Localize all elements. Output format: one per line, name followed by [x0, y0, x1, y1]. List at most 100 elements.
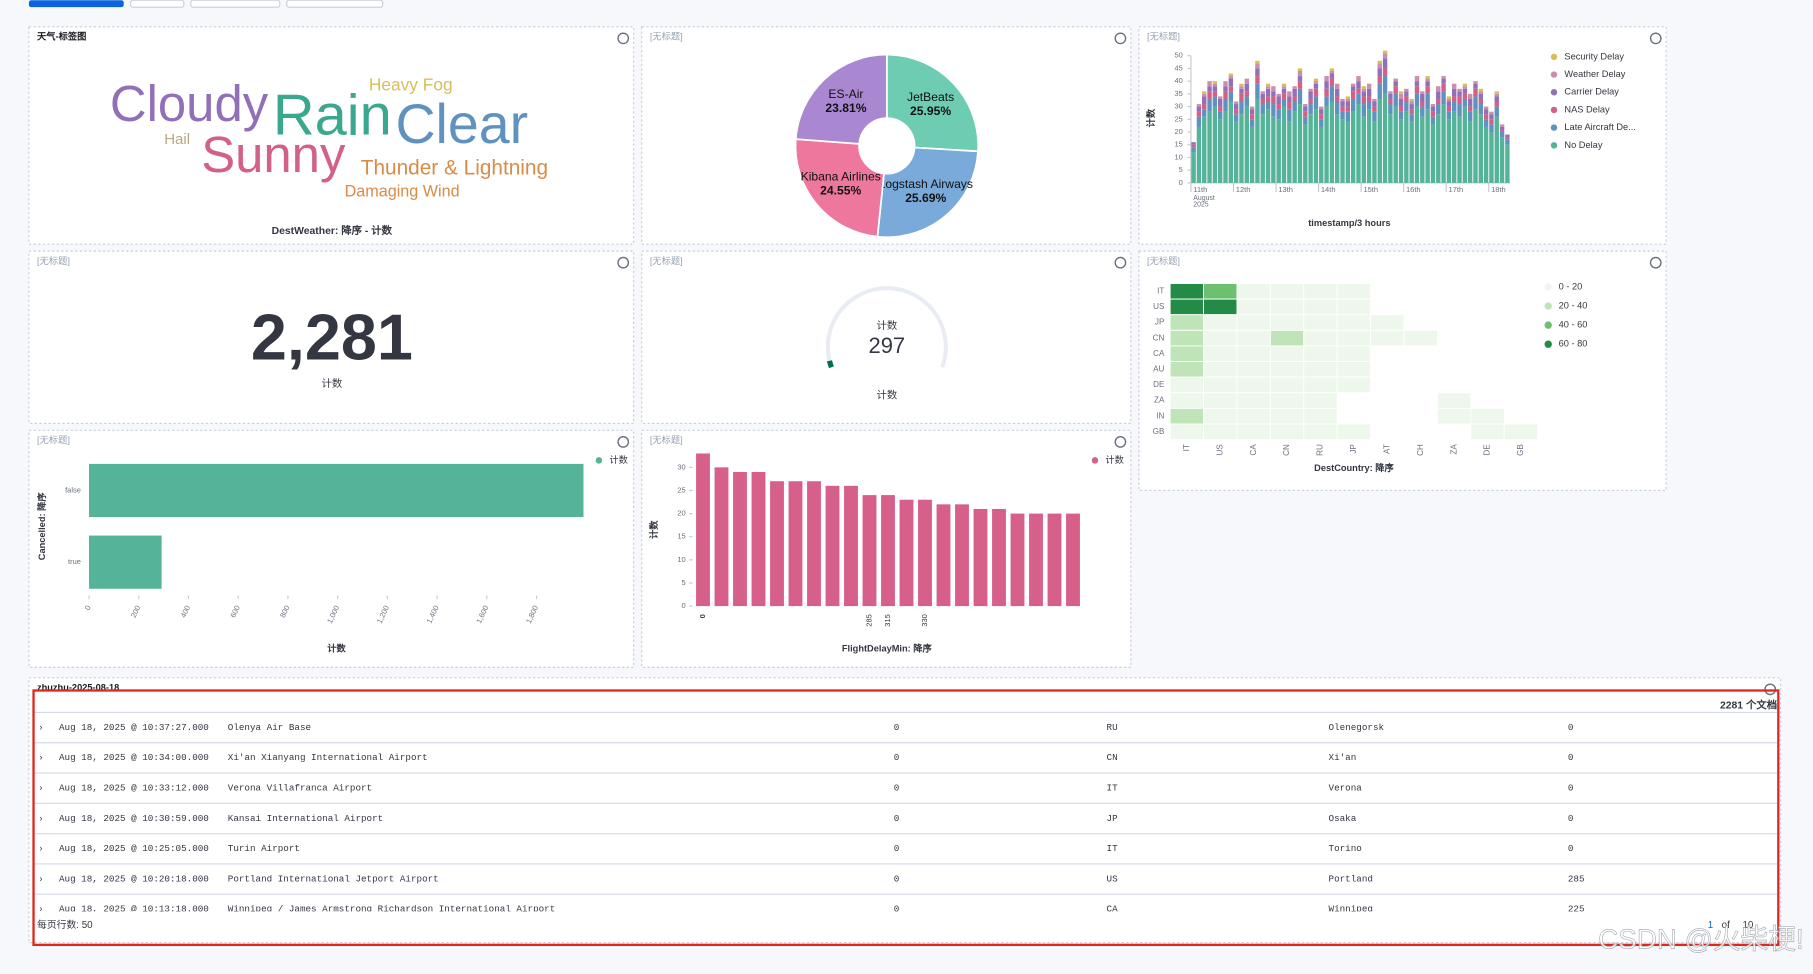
expand-icon[interactable]: › — [39, 813, 42, 823]
bar-segment — [1265, 96, 1271, 102]
toolbar-button[interactable] — [286, 0, 384, 8]
bar-segment — [1281, 83, 1287, 87]
bar-segment — [1372, 106, 1377, 112]
settings-icon[interactable] — [1649, 32, 1662, 45]
bar-segment — [1287, 109, 1292, 122]
heat-cell — [1303, 283, 1338, 300]
bar-segment — [1462, 88, 1468, 94]
settings-icon[interactable] — [617, 32, 630, 45]
x-tick-label: 0 — [83, 604, 93, 612]
legend-label: 计数 — [609, 454, 628, 465]
bar-segment — [1303, 106, 1308, 112]
bar-segment — [1382, 93, 1388, 183]
y-tick-label: 5 — [681, 578, 685, 587]
expand-icon[interactable]: › — [39, 783, 42, 793]
cell: Aug 18, 2025 @ 10:13:18.000 — [59, 904, 209, 915]
bar-segment — [1324, 88, 1329, 97]
slice-label: JetBeats — [907, 90, 954, 104]
bar-segment — [1414, 81, 1420, 87]
slice-value: 24.55% — [820, 184, 861, 198]
toolbar-button[interactable] — [130, 0, 185, 8]
bar-segment — [1297, 68, 1303, 71]
settings-icon[interactable] — [1114, 256, 1127, 269]
bar-segment — [1446, 106, 1452, 112]
heat-cell — [1236, 376, 1271, 394]
bar-segment — [1414, 106, 1420, 183]
settings-icon[interactable] — [1114, 436, 1127, 448]
cell: Portland International Jetport Airport — [228, 873, 439, 884]
panel — [28, 26, 635, 245]
expand-icon[interactable]: › — [39, 873, 42, 883]
column-label: JP — [1349, 444, 1358, 453]
slice-label: Logstash Airways — [879, 177, 973, 191]
heat-cell — [1269, 314, 1305, 331]
expand-icon[interactable]: › — [39, 752, 42, 762]
bar — [973, 508, 988, 607]
heat-cell — [1303, 407, 1338, 425]
bar-segment — [1366, 83, 1372, 89]
bar-segment — [1382, 68, 1388, 77]
y-tick-label: 5 — [1179, 165, 1183, 174]
heat-cell — [1203, 283, 1238, 300]
bar-segment — [1212, 91, 1218, 97]
bar-segment — [1265, 101, 1271, 110]
heat-cell — [1203, 392, 1238, 409]
expand-icon[interactable]: › — [39, 843, 42, 853]
bar-segment — [1478, 98, 1484, 105]
page-current[interactable]: 1 — [1708, 920, 1713, 931]
bar — [1010, 513, 1025, 607]
cell: CN — [1107, 752, 1118, 763]
bar-segment — [1446, 96, 1452, 99]
settings-icon[interactable] — [1649, 256, 1662, 269]
gauge-number: 297 — [869, 333, 906, 358]
bar — [918, 499, 932, 607]
bar-segment — [1505, 134, 1510, 138]
toolbar-button[interactable] — [190, 0, 281, 8]
bar-segment — [1462, 106, 1468, 183]
bar-segment — [1382, 53, 1388, 59]
heat-cell — [1470, 407, 1505, 425]
heat-cell — [1269, 407, 1305, 425]
legend-label: 计数 — [1105, 454, 1124, 465]
bar-segment — [1345, 96, 1351, 99]
heat-cell — [1236, 423, 1271, 441]
settings-icon[interactable] — [1114, 32, 1127, 45]
bar-segment — [1319, 106, 1324, 110]
heat-cell — [1203, 423, 1238, 441]
bar-segment — [1483, 119, 1489, 127]
heat-cell — [1303, 345, 1338, 363]
panel — [641, 250, 1132, 424]
bar-segment — [1244, 106, 1249, 183]
settings-icon[interactable] — [617, 256, 630, 269]
panel-title: [无标题] — [650, 255, 683, 266]
bar — [89, 463, 584, 518]
bar-segment — [1446, 119, 1452, 183]
bar-segment — [1462, 98, 1468, 107]
bar — [936, 504, 951, 607]
expand-icon[interactable]: › — [39, 722, 42, 732]
panels: 天气-标签图 [无标题] [无标题] [无标题] [无标题] [无标题] [无标题] [无标题… — [28, 26, 1804, 955]
bar-segment — [1239, 88, 1244, 94]
bar-segment — [1287, 121, 1292, 183]
heat-cell — [1436, 407, 1472, 425]
panel — [28, 677, 1782, 944]
legend-dot — [1550, 124, 1558, 131]
rows-per-page[interactable]: 每页行数: 50 — [37, 918, 93, 931]
bar-segment — [1377, 83, 1382, 99]
bar-segment — [1361, 86, 1366, 89]
heat-cell — [1236, 361, 1271, 378]
page-total[interactable]: 10 — [1742, 920, 1753, 931]
bar-segment — [1313, 109, 1319, 183]
bar — [1066, 513, 1080, 607]
settings-icon[interactable] — [617, 436, 630, 448]
legend-label: Late Aircraft De... — [1564, 122, 1635, 132]
expand-icon[interactable]: › — [39, 904, 42, 914]
bar-segment — [1377, 60, 1382, 64]
legend-label: Carrier Delay — [1564, 87, 1619, 97]
column-label: GB — [1516, 444, 1525, 456]
bar-segment — [1473, 81, 1478, 84]
primary-button[interactable] — [28, 0, 124, 8]
heat-cell — [1203, 298, 1238, 316]
cell: Portland — [1329, 873, 1373, 884]
